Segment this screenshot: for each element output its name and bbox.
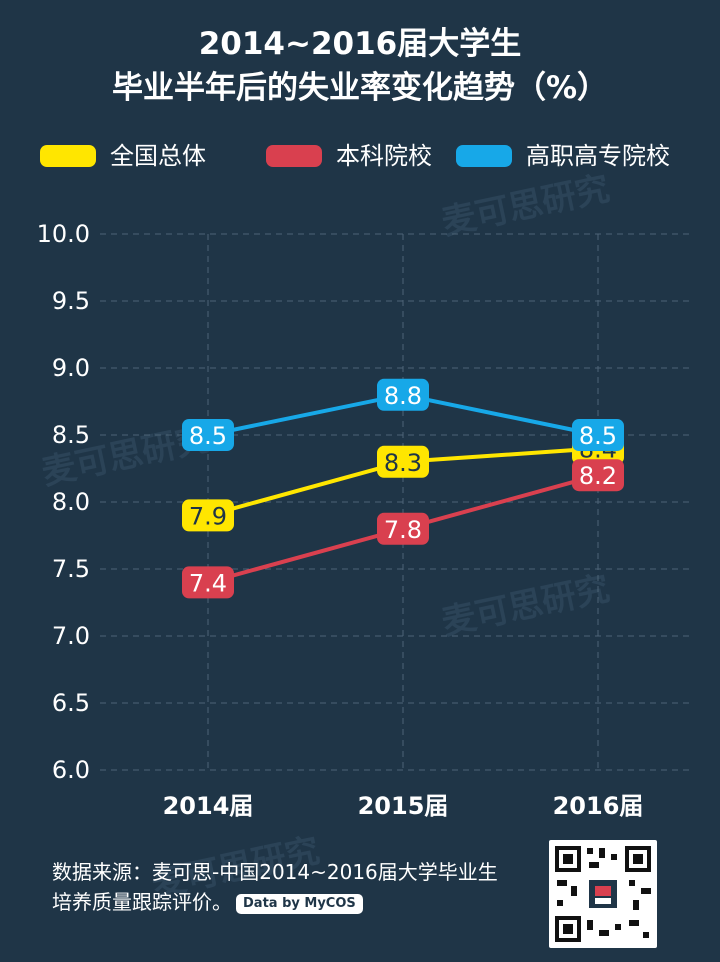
data-label: 7.8 — [384, 516, 422, 544]
source-line-2-text: 培养质量跟踪评价。 — [52, 890, 232, 914]
title-line-2: 毕业半年后的失业率变化趋势（%） — [111, 70, 609, 106]
data-label: 7.4 — [189, 569, 227, 597]
y-tick-label: 8.5 — [51, 421, 90, 449]
data-point-marker — [182, 499, 234, 532]
data-point-marker — [377, 378, 429, 411]
data-label: 7.9 — [189, 502, 227, 530]
data-label: 8.8 — [384, 382, 422, 410]
data-point-marker — [377, 512, 429, 545]
x-tick-label: 2016届 — [552, 792, 644, 820]
legend-label-overall: 全国总体 — [110, 142, 206, 170]
source-line-1: 数据来源：麦可思-中国2014~2016届大学毕业生 — [52, 860, 498, 884]
qr-code-icon — [549, 840, 657, 948]
legend-swatch-undergrad — [266, 145, 322, 167]
data-label: 8.5 — [579, 422, 617, 450]
data-label: 8.3 — [384, 449, 422, 477]
y-tick-label: 7.5 — [51, 555, 90, 583]
source-note: 数据来源：麦可思-中国2014~2016届大学毕业生 培养质量跟踪评价。 Data… — [52, 857, 542, 917]
y-tick-label: 10.0 — [36, 220, 90, 248]
data-label: 8.2 — [579, 462, 617, 490]
x-tick-label: 2014届 — [162, 792, 254, 820]
data-point-marker — [572, 419, 624, 451]
legend-swatch-vocational — [456, 145, 512, 167]
y-tick-label: 6.0 — [51, 756, 90, 784]
title-line-1: 2014~2016届大学生 — [198, 26, 522, 62]
data-point-marker — [572, 459, 624, 492]
y-tick-label: 6.5 — [51, 689, 90, 717]
y-tick-label: 7.0 — [51, 622, 90, 650]
x-tick-label: 2015届 — [357, 792, 449, 820]
legend-label-undergrad: 本科院校 — [336, 142, 432, 170]
source-line-2: 培养质量跟踪评价。 Data by MyCOS — [52, 887, 542, 917]
data-point-marker — [377, 445, 429, 478]
y-tick-label: 9.5 — [51, 287, 90, 315]
data-point-marker — [182, 419, 234, 451]
legend-swatch-overall — [40, 145, 96, 167]
chart-title: 2014~2016届大学生 毕业半年后的失业率变化趋势（%） — [0, 22, 720, 110]
data-label: 8.5 — [189, 422, 227, 450]
legend-label-vocational: 高职高专院校 — [526, 142, 670, 170]
y-tick-label: 8.0 — [51, 488, 90, 516]
data-point-marker — [182, 566, 234, 599]
data-by-mycos-badge: Data by MyCOS — [236, 893, 363, 914]
y-tick-label: 9.0 — [51, 354, 90, 382]
